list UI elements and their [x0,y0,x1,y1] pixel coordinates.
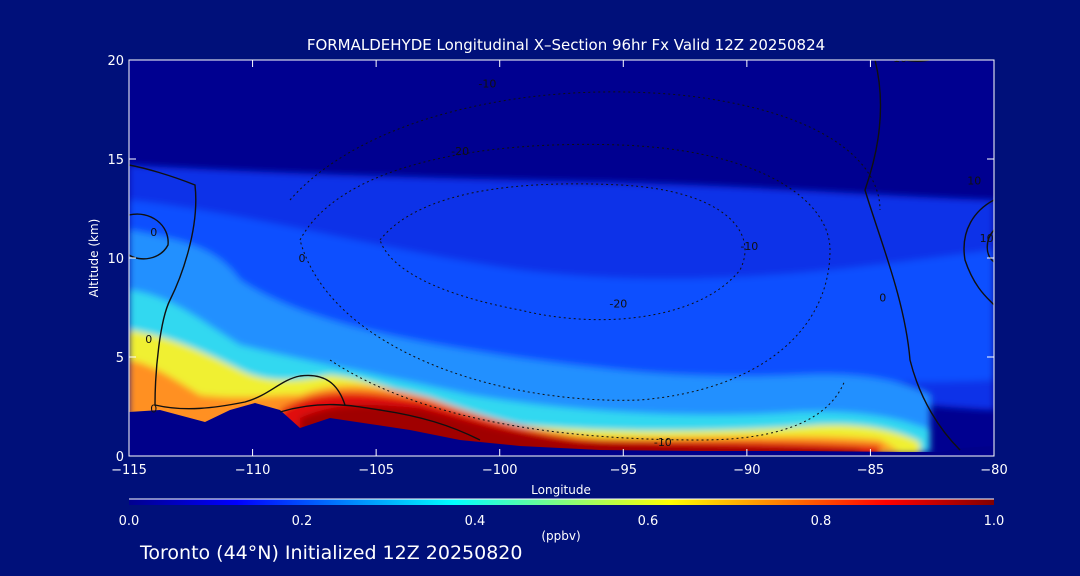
x-tick-label: −90 [733,463,760,478]
contour-label: 10 [980,232,994,245]
y-axis-label: Altitude (km) [87,219,101,298]
colorbar-tick-label: 0.6 [638,514,659,529]
colorbar-tick-label: 0.2 [292,514,313,529]
x-tick-label: −105 [358,463,394,478]
contours-dotted [289,91,881,441]
contour-label: 0 [879,292,886,305]
x-tick-label: −115 [111,463,147,478]
contour-label: 0 [145,333,152,346]
contour-label: 0 [299,252,306,265]
colorbar-tick-label: 0.0 [119,514,140,529]
colorbar-tick-label: 0.8 [811,514,832,529]
contour-label: 0 [150,402,157,415]
colorbar-tick-label: 0.4 [465,514,486,529]
contour-label: 10 [893,52,907,65]
contour-label: 0 [150,226,157,239]
footer-caption: Toronto (44°N) Initialized 12Z 20250820 [140,542,523,564]
terrain [129,403,994,456]
chart-title: FORMALDEHYDE Longitudinal X–Section 96hr… [307,36,825,54]
y-tick-label: 0 [116,450,124,465]
colorbar: 0.0 0.2 0.4 0.6 0.8 1.0 (ppbv) [119,498,1005,543]
x-tick-label: −95 [610,463,637,478]
x-tick-label: −110 [235,463,271,478]
colorbar-gradient [129,499,994,505]
x-axis: −115 −110 −105 −100 −95 −90 −85 −80 [111,60,1008,478]
x-tick-label: −80 [980,463,1007,478]
colorbar-tick-label: 1.0 [984,514,1005,529]
heatmap-layer: -10 -20 -20 -10 -10 0 0 0 0 0 10 10 10 [129,52,994,456]
contours-solid [129,60,994,451]
contour-labels: -10 -20 -20 -10 -10 0 0 0 0 0 10 10 10 [145,52,994,449]
y-tick-label: 10 [107,252,124,267]
contour-label: -10 [654,436,672,449]
x-axis-label: Longitude [531,483,591,497]
y-tick-label: 20 [107,54,124,69]
y-tick-label: 15 [107,153,124,168]
x-tick-label: −85 [857,463,884,478]
y-axis: 0 5 10 15 20 [107,54,994,465]
contour-label: -10 [740,240,758,253]
colorbar-label: (ppbv) [541,529,580,543]
colorbar-ticks: 0.0 0.2 0.4 0.6 0.8 1.0 [119,514,1005,529]
contour-label: -20 [609,298,627,311]
contour-label: -10 [478,78,496,91]
contour-label: 10 [967,175,981,188]
y-tick-label: 5 [116,351,124,366]
contour-label: -20 [451,145,469,158]
x-tick-label: −100 [482,463,518,478]
